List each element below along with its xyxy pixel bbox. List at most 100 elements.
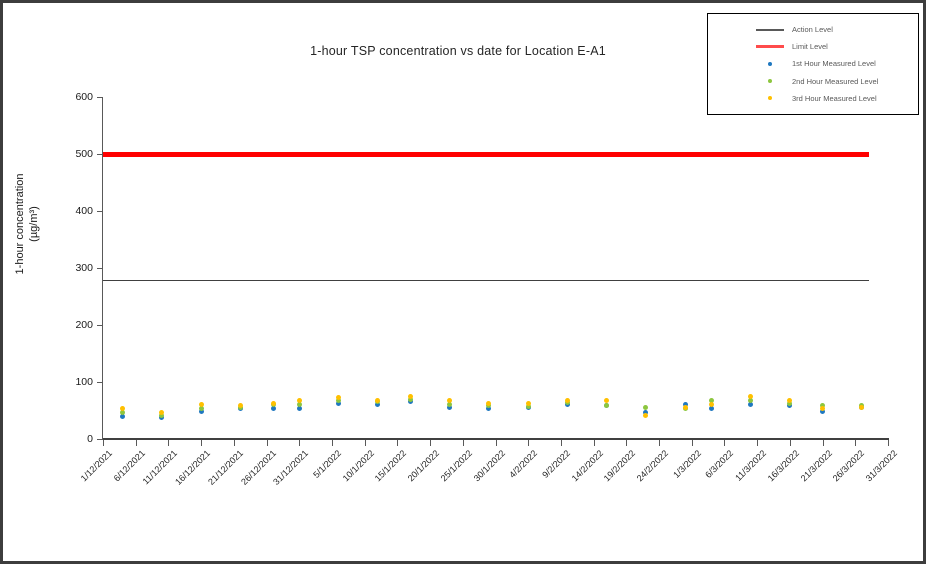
chart-title: 1-hour TSP concentration vs date for Loc… <box>310 44 606 58</box>
x-tick-label: 10/1/2022 <box>340 448 376 484</box>
y-tick-label: 500 <box>75 148 93 160</box>
legend-item-label: 2nd Hour Measured Level <box>792 76 879 86</box>
legend-dot-marker-icon <box>756 79 784 84</box>
legend-item: 3rd Hour Measured Level <box>756 94 914 103</box>
data-point-hour3 <box>708 402 714 408</box>
x-tick <box>299 440 301 446</box>
data-point-hour3 <box>120 406 126 412</box>
x-tick-label: 16/12/2021 <box>173 448 213 487</box>
legend: Action Level Limit Level 1st Hour Measured… <box>707 13 919 115</box>
x-axis-line <box>103 438 889 440</box>
x-tick <box>168 440 170 446</box>
x-tick <box>135 440 137 446</box>
x-tick <box>659 440 661 446</box>
data-point-hour3 <box>564 397 570 403</box>
y-tick <box>97 97 103 98</box>
x-tick-label: 1/3/2022 <box>670 448 703 480</box>
data-point-hour3 <box>198 401 204 407</box>
legend-item-label: Limit Level <box>792 42 828 52</box>
x-tick <box>724 440 726 446</box>
legend-marker-shape <box>768 61 772 66</box>
y-tick <box>97 268 103 269</box>
legend-marker-shape <box>756 28 784 31</box>
x-tick-label: 16/3/2022 <box>765 448 801 484</box>
data-point-hour2 <box>787 400 793 406</box>
x-tick <box>397 440 399 446</box>
x-tick-label: 14/2/2022 <box>569 448 605 484</box>
data-point-hour1 <box>407 399 413 405</box>
x-tick-label: 31/3/2022 <box>863 448 900 484</box>
data-point-hour2 <box>486 403 492 409</box>
data-point-hour3 <box>525 400 531 406</box>
x-tick-label: 30/1/2022 <box>471 448 507 484</box>
data-point-hour1 <box>820 408 826 414</box>
data-point-hour1 <box>270 406 276 412</box>
x-tick <box>430 440 432 446</box>
x-tick <box>691 440 693 446</box>
data-point-hour1 <box>486 406 492 412</box>
data-point-hour3 <box>336 395 341 401</box>
legend-item: Action Level <box>756 25 914 34</box>
data-point-hour3 <box>748 393 754 399</box>
limit-level-line <box>103 151 869 157</box>
data-point-hour2 <box>604 403 610 409</box>
x-tick-label: 11/3/2022 <box>733 448 769 483</box>
x-tick <box>266 440 268 446</box>
x-tick <box>757 440 759 446</box>
x-tick-label: 4/2/2022 <box>507 448 540 480</box>
data-point-hour3 <box>859 404 865 410</box>
data-point-hour3 <box>820 406 826 412</box>
x-tick <box>364 440 366 446</box>
data-point-hour1 <box>159 415 165 421</box>
legend-item-label: 1st Hour Measured Level <box>792 59 876 69</box>
data-point-hour1 <box>682 402 688 408</box>
data-point-hour3 <box>375 398 381 404</box>
data-point-hour1 <box>748 402 754 408</box>
data-point-hour1 <box>336 400 341 406</box>
legend-marker-shape <box>768 96 772 101</box>
legend-dot-marker-icon <box>756 61 784 66</box>
x-tick-label: 26/3/2022 <box>830 448 867 484</box>
y-tick-label: 600 <box>75 91 93 103</box>
legend-item: 1st Hour Measured Level <box>756 59 914 68</box>
data-point-hour2 <box>198 405 204 411</box>
x-tick-label: 15/1/2022 <box>373 448 409 484</box>
data-point-hour2 <box>159 412 165 418</box>
data-point-hour3 <box>486 400 492 406</box>
data-point-hour2 <box>708 398 714 404</box>
x-tick-label: 1/12/2021 <box>78 448 115 484</box>
legend-line-marker-icon <box>756 45 784 49</box>
data-point-hour1 <box>643 409 649 415</box>
x-tick <box>233 440 235 446</box>
legend-item-label: 3rd Hour Measured Level <box>792 93 877 103</box>
x-tick-label: 24/2/2022 <box>634 448 671 484</box>
legend-marker-shape <box>756 45 784 49</box>
data-point-hour2 <box>120 410 126 416</box>
data-point-hour2 <box>643 404 649 410</box>
x-tick-label: 20/1/2022 <box>405 448 442 484</box>
y-tick-label: 0 <box>87 433 93 445</box>
legend-line-marker-icon <box>756 28 784 31</box>
action-level-line <box>103 280 869 282</box>
data-point-hour3 <box>787 397 793 403</box>
y-tick-label: 100 <box>75 376 93 388</box>
x-tick <box>855 440 857 446</box>
x-tick-label: 5/1/2022 <box>311 448 344 480</box>
legend-dot-marker-icon <box>756 96 784 101</box>
data-point-hour2 <box>820 403 826 409</box>
data-point-hour1 <box>708 405 714 411</box>
x-tick <box>593 440 595 446</box>
data-point-hour2 <box>748 398 754 404</box>
y-tick <box>97 325 103 326</box>
data-point-hour1 <box>787 403 793 409</box>
data-point-hour2 <box>447 401 453 407</box>
y-tick <box>97 154 103 155</box>
x-tick <box>888 440 889 446</box>
data-point-hour3 <box>407 393 413 399</box>
x-tick <box>789 440 791 446</box>
y-tick-label: 200 <box>75 319 93 331</box>
data-point-hour3 <box>682 405 688 411</box>
x-tick <box>626 440 628 446</box>
x-tick-label: 21/3/2022 <box>798 448 834 484</box>
